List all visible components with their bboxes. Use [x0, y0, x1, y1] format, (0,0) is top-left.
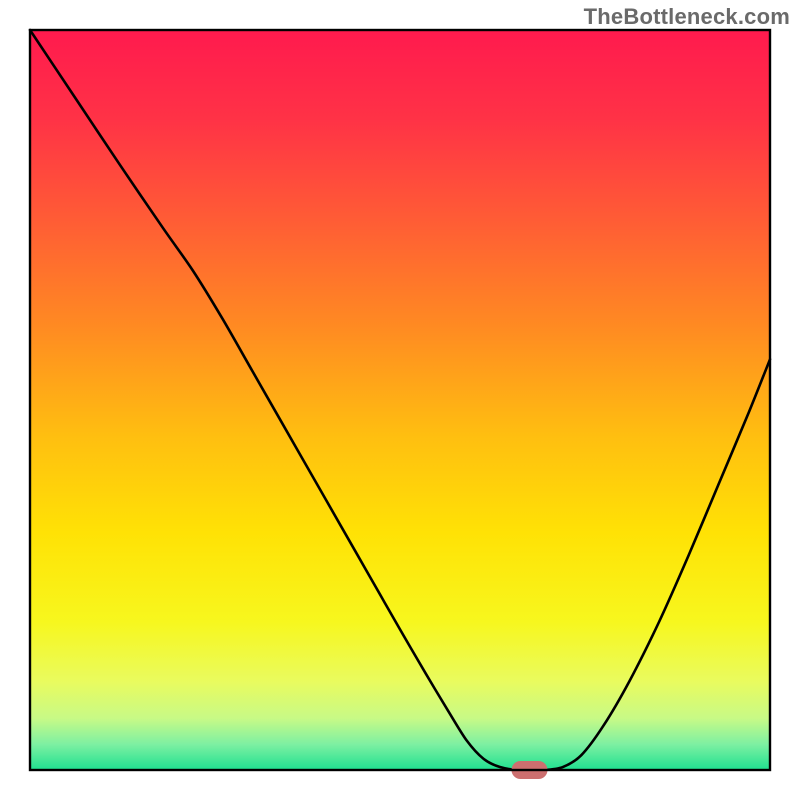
watermark-text: TheBottleneck.com — [584, 4, 790, 30]
chart-background — [30, 30, 770, 770]
